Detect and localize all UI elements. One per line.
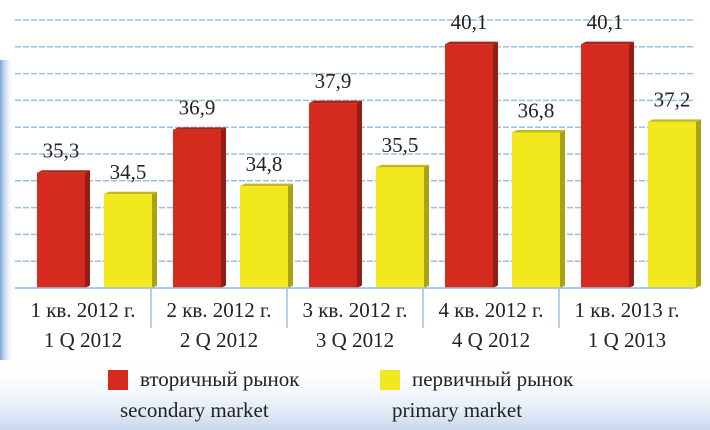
x-tick-label: 3 Q 2012 bbox=[316, 328, 394, 352]
value-label: 40,1 bbox=[587, 10, 624, 34]
bar-top bbox=[581, 41, 634, 45]
bar-top bbox=[240, 183, 293, 187]
bar-top bbox=[648, 119, 701, 122]
bar bbox=[581, 44, 629, 289]
value-label: 36,8 bbox=[518, 98, 555, 122]
bar-top bbox=[104, 191, 157, 195]
value-label: 37,9 bbox=[315, 69, 352, 93]
bar-top bbox=[37, 170, 90, 173]
bar bbox=[104, 194, 152, 288]
bar-top bbox=[512, 130, 565, 133]
bar-side bbox=[493, 41, 498, 289]
bar-side bbox=[629, 41, 634, 289]
x-tick-label: 4 Q 2012 bbox=[452, 328, 530, 352]
bar-side bbox=[221, 127, 226, 288]
bar-top bbox=[309, 100, 362, 104]
value-label: 35,3 bbox=[43, 139, 80, 163]
x-tick-label: 4 кв. 2012 г. bbox=[438, 298, 543, 322]
x-tick-label: 3 кв. 2012 г. bbox=[302, 298, 407, 322]
bar-side bbox=[357, 100, 362, 288]
background-edge bbox=[0, 60, 14, 360]
bar-top bbox=[376, 164, 429, 168]
bar bbox=[376, 167, 424, 288]
value-label: 37,2 bbox=[654, 88, 691, 112]
legend-label: вторичный рынок bbox=[140, 367, 300, 391]
value-label: 35,5 bbox=[382, 133, 419, 157]
value-label: 36,9 bbox=[179, 96, 216, 120]
legend-swatch bbox=[380, 370, 400, 390]
bar-side bbox=[696, 119, 701, 288]
legend-label: первичный рынок bbox=[412, 367, 574, 391]
bar bbox=[445, 44, 493, 289]
bar-side bbox=[424, 164, 429, 288]
bar bbox=[173, 129, 221, 288]
bar bbox=[37, 172, 85, 288]
value-label: 34,5 bbox=[110, 160, 147, 184]
legend-label: primary market bbox=[392, 398, 522, 422]
bar-side bbox=[288, 183, 293, 288]
bar bbox=[648, 121, 696, 288]
x-tick-label: 2 кв. 2012 г. bbox=[166, 298, 271, 322]
x-tick-label: 2 Q 2012 bbox=[180, 328, 258, 352]
bar-top bbox=[445, 41, 498, 45]
value-label: 34,8 bbox=[246, 152, 283, 176]
bar bbox=[512, 132, 560, 288]
x-tick-label: 1 Q 2012 bbox=[44, 328, 122, 352]
bar-side bbox=[560, 130, 565, 288]
x-tick-label: 1 Q 2013 bbox=[588, 328, 666, 352]
bar-top bbox=[173, 127, 226, 130]
x-tick-label: 1 кв. 2012 г. bbox=[30, 298, 135, 322]
bar bbox=[240, 186, 288, 288]
bar-side bbox=[85, 170, 90, 288]
value-label: 40,1 bbox=[451, 10, 488, 34]
legend-label: secondary market bbox=[120, 398, 269, 422]
background-floor bbox=[0, 360, 710, 430]
bar bbox=[309, 103, 357, 288]
bar-side bbox=[152, 191, 157, 288]
legend-swatch bbox=[108, 370, 128, 390]
x-tick-label: 1 кв. 2013 г. bbox=[574, 298, 679, 322]
